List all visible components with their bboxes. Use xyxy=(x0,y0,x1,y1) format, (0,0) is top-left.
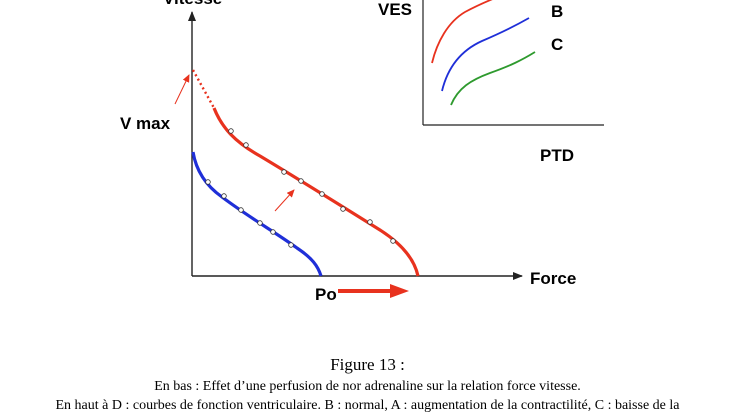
red-curve-dotted-extension xyxy=(191,69,216,109)
po-shift-arrow-head xyxy=(390,284,409,298)
inset-y-axis-label: VES xyxy=(378,0,412,19)
inset-curve-a-red xyxy=(431,0,493,64)
blue-data-point xyxy=(221,193,227,199)
red-data-point xyxy=(228,128,234,134)
red-data-point xyxy=(390,238,396,244)
curve-shift-arrow xyxy=(274,189,295,212)
inset-curve-c-green xyxy=(450,51,536,106)
vmax-pointer-arrow xyxy=(174,74,190,105)
red-data-point xyxy=(367,219,373,225)
inset-curve-label-b: B xyxy=(551,2,563,21)
blue-data-point xyxy=(238,207,244,213)
vmax-label: V max xyxy=(120,114,171,133)
blue-data-point xyxy=(205,179,211,185)
blue-data-point xyxy=(288,242,294,248)
red-data-point xyxy=(340,206,346,212)
red-data-point xyxy=(298,178,304,184)
force-velocity-figure: Vitesse Force V max Po VES PTD B C xyxy=(120,0,604,304)
figure-caption-line1: En bas : Effet d’une perfusion de nor ad… xyxy=(154,379,581,394)
blue-data-points xyxy=(205,179,294,248)
inset-curve-label-c: C xyxy=(551,35,563,54)
red-data-point xyxy=(319,191,325,197)
blue-data-point xyxy=(270,229,276,235)
red-data-points xyxy=(228,128,396,244)
red-force-velocity-curve xyxy=(212,107,420,277)
blue-force-velocity-curve xyxy=(191,151,323,277)
main-x-axis-label: Force xyxy=(530,269,576,288)
figure-caption-line2: En haut à D : courbes de fonction ventri… xyxy=(55,398,680,413)
red-data-point xyxy=(243,142,249,148)
figure-caption-title: Figure 13 : xyxy=(330,355,405,374)
po-label: Po xyxy=(315,285,337,304)
red-data-point xyxy=(281,169,287,175)
inset-x-axis-label: PTD xyxy=(540,146,574,165)
inset-curve-b-blue xyxy=(441,17,530,92)
main-y-axis-label: Vitesse xyxy=(163,0,222,8)
blue-data-point xyxy=(257,220,263,226)
